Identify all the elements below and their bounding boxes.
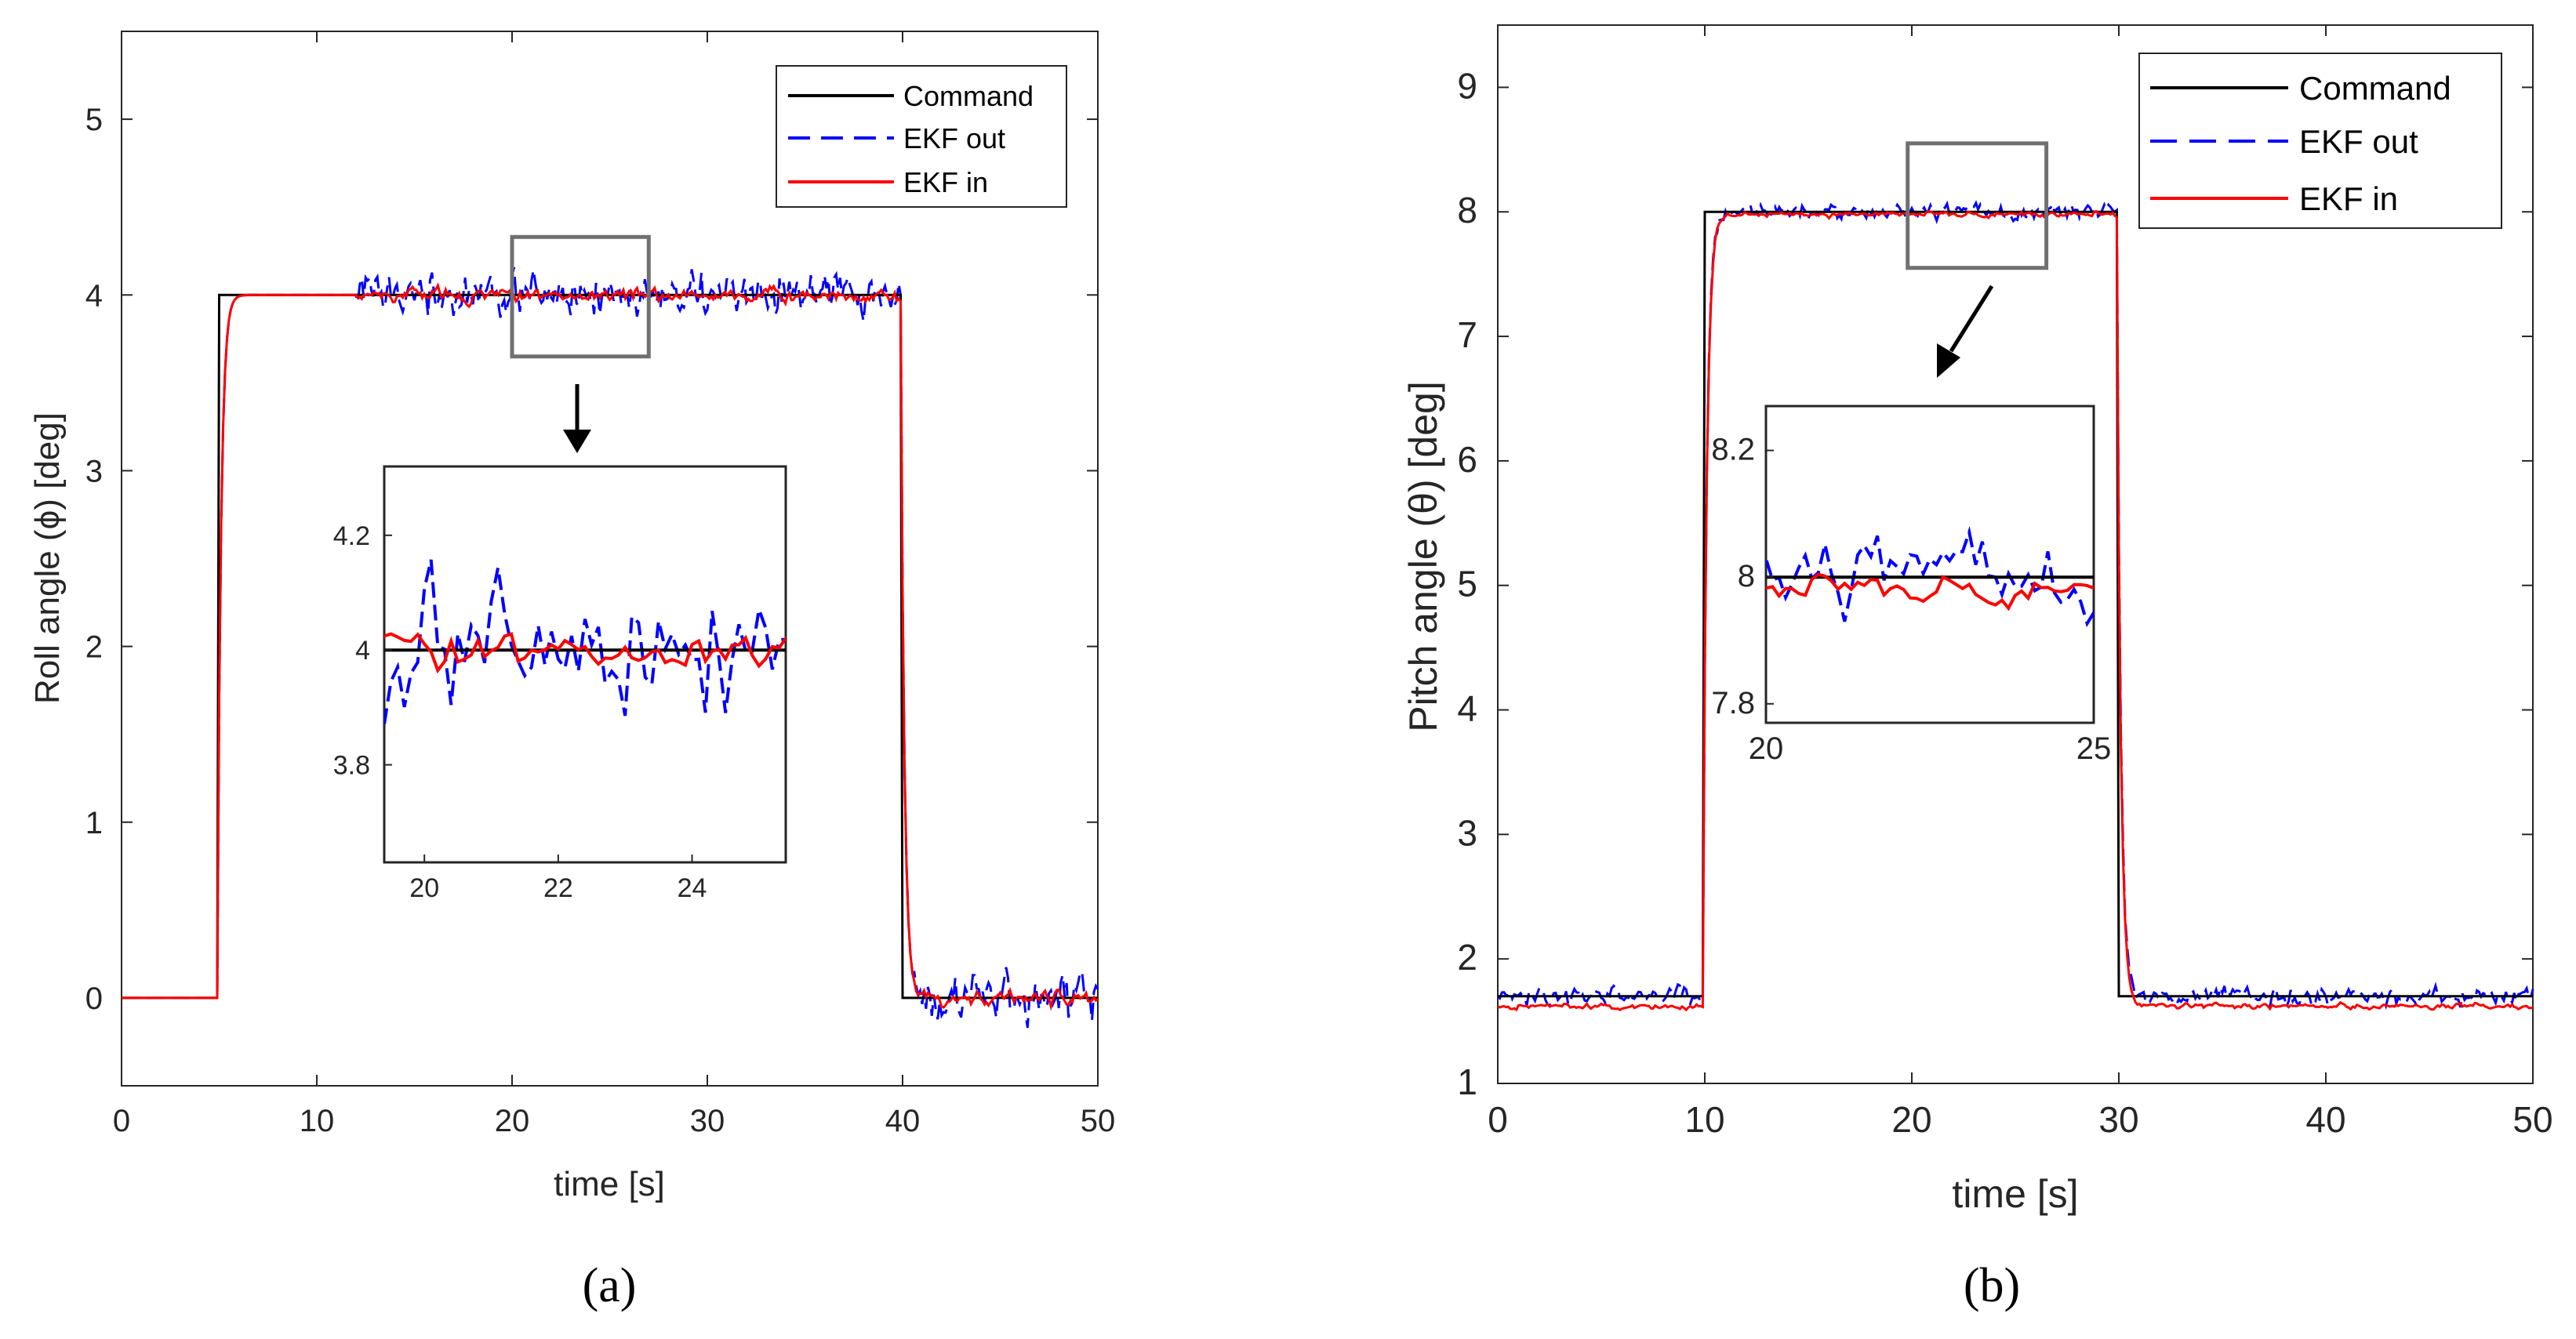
inset-line-ekf-in [384,632,786,674]
y-tick-label: 1 [1457,1061,1477,1102]
x-tick-label: 30 [2098,1099,2138,1140]
x-axis-ticks-pitch: 0 10 20 30 40 50 [1488,25,2553,1140]
x-tick-label: 40 [885,1104,921,1138]
legend-label-ekf-in: EKF in [2299,180,2398,217]
y-tick-label: 4 [85,278,103,313]
series-pitch [1496,200,2534,1012]
x-tick-label: 30 [690,1104,725,1138]
y-tick-label: 5 [1457,564,1477,604]
inset-frame [383,465,787,864]
inset-roll: 3.8 4 4.2 20 22 24 [333,465,787,903]
x-tick-label: 0 [113,1104,130,1138]
inset-pitch: 7.8 8 8.2 20 25 [1711,405,2112,766]
inset-x-tick-label: 20 [409,873,439,903]
y-axis-ticks-pitch: 1 2 3 4 5 6 7 8 9 [1457,65,2533,1102]
inset-x-tick-label: 22 [543,873,573,903]
series-line-ekf-in [1497,209,2534,1012]
inset-frame [1764,405,2095,724]
zoom-box-roll [510,234,651,359]
x-tick-label: 10 [1684,1099,1724,1140]
chart-pitch-angle: 1 2 3 4 5 6 7 8 9 0 10 20 30 40 50 7.8 8 8.2 20 25 Comman… [1401,24,2553,1312]
y-tick-label: 7 [1457,314,1477,355]
panel-label-a: (a) [583,1259,637,1312]
series-line-ekf-in [122,282,1099,1011]
inset-line-ekf-in [1766,572,2094,611]
y-axis-label-roll: Roll angle (ϕ) [deg] [28,412,67,704]
legend-roll: Command EKF out EKF in [776,65,1067,208]
x-axis-ticks-roll: 0 10 20 30 40 50 [113,31,1115,1138]
y-tick-label: 5 [85,103,103,137]
y-tick-label: 1 [85,806,103,840]
series-line-command [1498,210,2533,998]
x-tick-label: 0 [1488,1099,1508,1140]
y-tick-label: 9 [1457,65,1477,106]
series-line-ekf-out [1496,200,2534,1011]
y-tick-label: 8 [1457,190,1477,230]
x-tick-label: 20 [1891,1099,1931,1140]
y-tick-label: 0 [85,982,103,1016]
legend-label-ekf-in: EKF in [903,166,988,198]
panel-label-b: (b) [1964,1259,2020,1312]
inset-series [1766,525,2094,628]
inset-y-tick-label: 8 [1738,559,1755,593]
inset-y-tick-label: 3.8 [333,751,370,781]
x-axis-label-pitch: time [s] [1952,1172,2078,1216]
inset-x-tick-label: 20 [1749,731,1784,766]
legend-label-command: Command [2299,70,2451,107]
legend-pitch: Command EKF out EKF in [2138,53,2502,229]
zoom-arrow-roll [563,384,591,453]
y-tick-label: 2 [85,630,103,665]
zoom-arrow-pitch [1937,285,1994,378]
inset-series [384,559,786,725]
series-line-ekf-out [122,267,1099,1029]
x-tick-label: 10 [300,1104,335,1138]
x-tick-label: 20 [495,1104,530,1138]
inset-y-tick-label: 8.2 [1711,433,1755,467]
inset-line-ekf-out [384,559,786,725]
legend-label-ekf-out: EKF out [903,122,1005,154]
inset-x-tick-label: 25 [2076,731,2112,766]
inset-y-tick-label: 4.2 [333,521,370,551]
y-tick-label: 3 [85,454,103,488]
inset-y-tick-label: 7.8 [1711,686,1755,720]
x-tick-label: 50 [2512,1099,2552,1140]
y-tick-label: 2 [1457,937,1477,978]
legend-label-command: Command [903,80,1034,112]
y-axis-label-pitch: Pitch angle (θ) [deg] [1401,381,1445,732]
inset-y-tick-label: 4 [355,636,370,666]
x-tick-label: 50 [1081,1104,1116,1138]
y-tick-label: 4 [1457,688,1477,729]
y-tick-label: 3 [1457,812,1477,853]
inset-x-tick-label: 24 [678,873,707,903]
y-tick-label: 6 [1457,439,1477,480]
legend-label-ekf-out: EKF out [2299,123,2418,160]
y-axis-ticks-roll: 0 1 2 3 4 5 [85,103,1098,1016]
series-roll [122,267,1099,1029]
x-tick-label: 40 [2305,1099,2345,1140]
chart-roll-angle: 0 1 2 3 4 5 0 10 20 30 40 50 3.8 4 4.2 20 22 24 Command… [28,31,1115,1312]
x-axis-label-roll: time [s] [554,1165,665,1203]
zoom-box-pitch [1906,141,2049,270]
